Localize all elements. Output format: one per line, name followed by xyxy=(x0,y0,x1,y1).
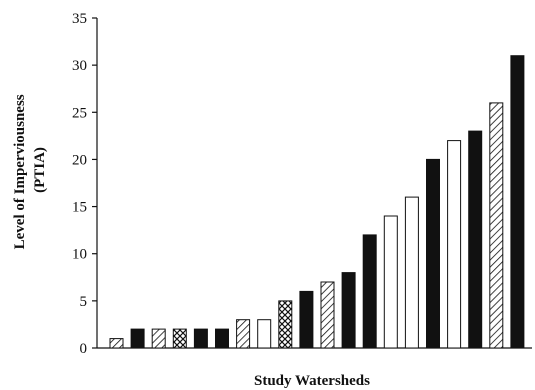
bar-9 xyxy=(278,300,293,349)
y-tick-label: 15 xyxy=(72,200,87,216)
bar-2 xyxy=(130,328,145,349)
bar-7 xyxy=(236,319,251,349)
bar-16 xyxy=(426,158,440,349)
x-axis-title: Study Watersheds xyxy=(254,373,370,389)
y-tick-label: 35 xyxy=(72,11,87,27)
y-axis-title-line2: (PTIA) xyxy=(32,147,48,193)
bar-14 xyxy=(383,215,398,349)
y-tick-label: 30 xyxy=(72,58,87,74)
bar-5 xyxy=(193,328,208,349)
bar-1 xyxy=(109,338,124,349)
y-axis-title-line1: Level of Imperviousness xyxy=(12,94,28,249)
bar-6 xyxy=(215,328,229,349)
y-axis-title: Level of Imperviousness (PTIA) xyxy=(12,91,48,250)
bar-13 xyxy=(362,234,377,349)
y-tick-label: 10 xyxy=(72,247,87,263)
y-tick-label: 5 xyxy=(80,294,88,310)
y-tick-label: 0 xyxy=(80,341,88,357)
y-tick-label: 25 xyxy=(72,105,87,121)
bar-8 xyxy=(257,319,272,349)
bar-15 xyxy=(404,196,419,349)
bar-4 xyxy=(172,328,187,349)
bar-11 xyxy=(320,281,335,349)
bar-10 xyxy=(299,290,314,349)
bar-3 xyxy=(151,328,166,349)
y-tick-label: 20 xyxy=(72,152,87,168)
y-axis: 0 5 10 15 20 25 30 35 xyxy=(72,11,532,357)
bar-17 xyxy=(447,140,462,349)
bar-18 xyxy=(468,130,483,349)
bars xyxy=(109,55,525,349)
bar-20 xyxy=(510,55,525,349)
bar-12 xyxy=(341,272,356,349)
bar-19 xyxy=(489,102,504,349)
